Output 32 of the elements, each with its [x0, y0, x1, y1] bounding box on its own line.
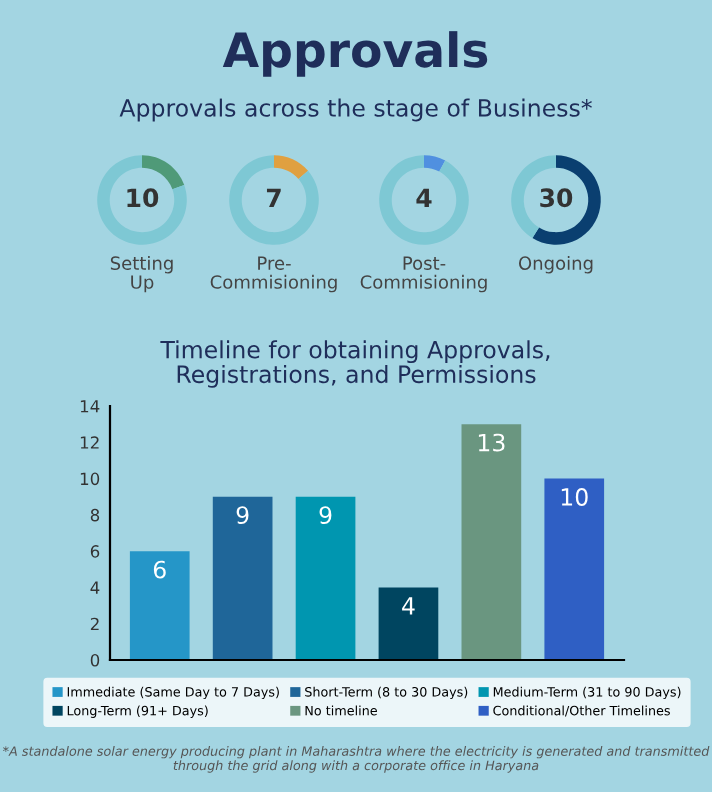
donut-slice: [97, 155, 187, 245]
text: Approvals across the stage of Business*: [119, 98, 592, 122]
donut-slice: [142, 155, 185, 190]
y-tick-label: 4: [90, 581, 100, 594]
data-label: 10: [127, 188, 159, 208]
y-tick-label: 14: [80, 400, 100, 413]
y-tick-label: 6: [90, 545, 100, 558]
donut-slice: [424, 155, 446, 172]
y-tick-label: 2: [90, 617, 99, 631]
donut-slice: [229, 155, 319, 245]
text: Ongoing: [518, 256, 593, 274]
chart-title: Timeline for obtaining Approvals, Registrations, and Permissions: [160, 340, 550, 388]
data-label: 4: [402, 597, 415, 615]
data-label: 13: [478, 433, 505, 452]
text: Approvals: [222, 31, 488, 77]
data-label: 9: [319, 506, 332, 525]
data-label: 6: [153, 560, 166, 579]
y-tick-label: 0: [90, 653, 100, 667]
text: Post- Commisioning: [360, 256, 487, 293]
data-label: 4: [416, 188, 432, 207]
text: Pre- Commisioning: [210, 256, 337, 293]
donut-slice: [532, 155, 601, 245]
text: Setting Up: [110, 256, 173, 293]
data-label: 30: [540, 188, 573, 208]
y-tick-label: 8: [90, 508, 100, 522]
y-tick-label: 10: [80, 472, 100, 486]
donut-slice: [274, 155, 309, 180]
data-label: 9: [236, 506, 249, 525]
data-label: 7: [266, 188, 281, 207]
y-tick-label: 12: [80, 436, 99, 449]
donut-slice: [379, 155, 469, 245]
data-label: 10: [561, 488, 588, 506]
